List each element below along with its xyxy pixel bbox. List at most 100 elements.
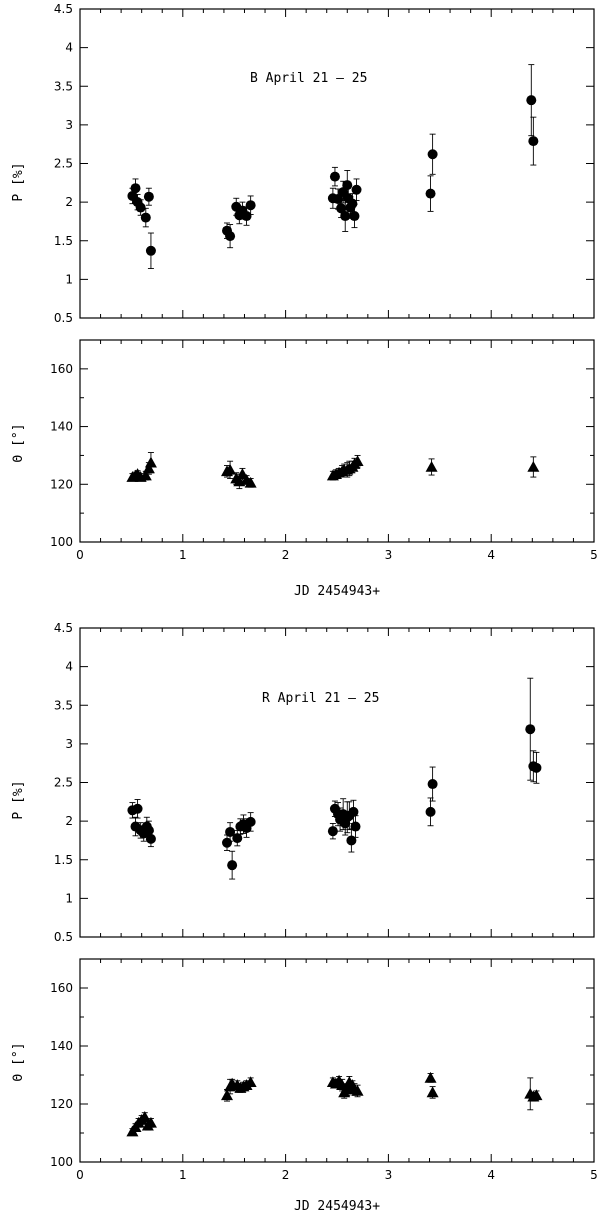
b-pol-point (340, 211, 351, 222)
r-pol-ytick-label: 0.5 (54, 930, 73, 944)
b-angle-xtick-label: 1 (179, 548, 187, 562)
r-angle-point (426, 1086, 439, 1098)
b-angle-xtick-label: 3 (385, 548, 393, 562)
b-angle-point (244, 476, 257, 488)
r-xlabel: JD 2454943+ (294, 1199, 380, 1213)
r-angle-ytick-label: 120 (50, 1097, 73, 1111)
b-pol-point (143, 191, 154, 202)
r-angle-point (221, 1089, 234, 1101)
r-angle-panel: 0 1 2 3 4 5 100 120 140 160 (50, 958, 598, 1182)
b-angle-point (351, 455, 364, 466)
r-pol-point (143, 825, 154, 836)
b-pol-point (351, 184, 362, 195)
b-pol-ytick-label: 2 (65, 195, 73, 209)
r-pol-point (425, 806, 436, 817)
b-pol-point (526, 95, 537, 106)
b-angle-ytick-label: 140 (50, 420, 73, 434)
b-pol-point (130, 183, 141, 194)
r-pol-frame (79, 627, 595, 938)
r-pol-point (232, 833, 243, 844)
b-pol-point (140, 212, 151, 223)
b-angle-ytick-label: 100 (50, 535, 73, 549)
b-pol-point (245, 200, 256, 211)
r-angle-ytick-label: 100 (50, 1155, 73, 1169)
r-pol-point (132, 803, 143, 814)
r-angle-xtick-label: 5 (590, 1168, 598, 1182)
r-pol-ytick-label: 3 (65, 737, 73, 751)
b-pol-point (342, 180, 353, 191)
r-angle-ytick-label: 160 (50, 981, 73, 995)
b-pol-ytick-label: 3.5 (54, 79, 73, 93)
r-pol-ytick-label: 2 (65, 814, 73, 828)
b-angle-ytick-label: 120 (50, 477, 73, 491)
b-pol-frame (79, 8, 595, 319)
b-angle-xtick-label: 5 (590, 548, 598, 562)
r-angle-point (424, 1071, 437, 1083)
b-pol-point (145, 245, 156, 256)
b-pol-ytick-label: 1 (65, 272, 73, 286)
b-pol-point (425, 188, 436, 199)
b-pol-point (135, 202, 146, 213)
b-annotation: B April 21 – 25 (250, 71, 367, 86)
b-pol-point (427, 149, 438, 160)
b-pol-point (528, 136, 539, 147)
b-angle-ylabel: Θ [°] (11, 423, 26, 462)
b-pol-ytick-label: 0.5 (54, 311, 73, 325)
b-angle-point (224, 463, 237, 475)
b-angle-xtick-label: 2 (282, 548, 290, 562)
r-pol-point (525, 724, 536, 735)
r-angle-point (530, 1089, 543, 1101)
b-pol-point (329, 171, 340, 182)
r-pol-point (350, 821, 361, 832)
b-pol-point (336, 203, 347, 214)
r-angle-xtick-label: 2 (282, 1168, 290, 1182)
r-angle-xtick-label: 0 (76, 1168, 84, 1182)
b-pol-ytick-label: 4.5 (54, 2, 73, 16)
r-pol-panel: 0.5 1 1.5 2 2.5 3 3.5 4 4.5 (54, 621, 595, 944)
r-pol-point (531, 762, 542, 773)
r-pol-point (145, 833, 156, 844)
r-pol-point (245, 816, 256, 827)
r-pol-point (227, 860, 238, 871)
b-angle-xtick-label: 4 (487, 548, 495, 562)
r-angle-xtick-label: 1 (179, 1168, 187, 1182)
plot-panels: 0.511.522.533.544.50 1 2 3 4 51001201401600.5… (50, 2, 598, 1182)
r-angle-point (138, 1111, 151, 1122)
b-pol-ytick-label: 3 (65, 118, 73, 132)
r-pol-ytick-label: 4 (65, 660, 73, 674)
r-pol-ytick-label: 1 (65, 891, 73, 905)
b-pol-point (225, 231, 236, 242)
b-angle-point (142, 462, 155, 474)
b-angle-frame (79, 339, 595, 543)
r-pol-point (427, 779, 438, 790)
r-pol-point (346, 835, 357, 846)
b-pol-ytick-label: 1.5 (54, 234, 73, 248)
r-angle-point (351, 1084, 364, 1096)
r-pol-point (348, 806, 359, 817)
r-angle-ytick-label: 140 (50, 1039, 73, 1053)
b-pol-panel: 0.5 1 1.5 2 2.5 3 3.5 4 4.5 (54, 2, 595, 325)
b-angle-ytick-label: 160 (50, 362, 73, 376)
r-angle-xtick-label: 3 (385, 1168, 393, 1182)
b-angle-panel: 0 1 2 3 4 5 100 120 140 160 (50, 339, 598, 562)
r-pol-point (222, 837, 233, 848)
r-angle-point (244, 1076, 257, 1088)
b-angle-point (144, 456, 157, 468)
r-pol-point (225, 826, 236, 837)
r-pol-ytick-label: 3.5 (54, 698, 73, 712)
b-angle-point (139, 469, 152, 481)
b-pol-ytick-label: 4 (65, 41, 73, 55)
r-pol-ytick-label: 4.5 (54, 621, 73, 635)
r-pol-ytick-label: 1.5 (54, 853, 73, 867)
r-pol-point (327, 826, 338, 837)
r-pol-ytick-label: 2.5 (54, 776, 73, 790)
b-pol-point (349, 211, 360, 222)
b-xlabel: JD 2454943+ (294, 584, 380, 599)
b-angle-point (425, 460, 438, 472)
b-pol-point (333, 194, 344, 205)
r-angle-xtick-label: 4 (487, 1168, 495, 1182)
b-angle-xtick-label: 0 (76, 548, 84, 562)
r-angle-ylabel: Θ [°] (11, 1042, 26, 1081)
r-angle-point (144, 1116, 157, 1128)
